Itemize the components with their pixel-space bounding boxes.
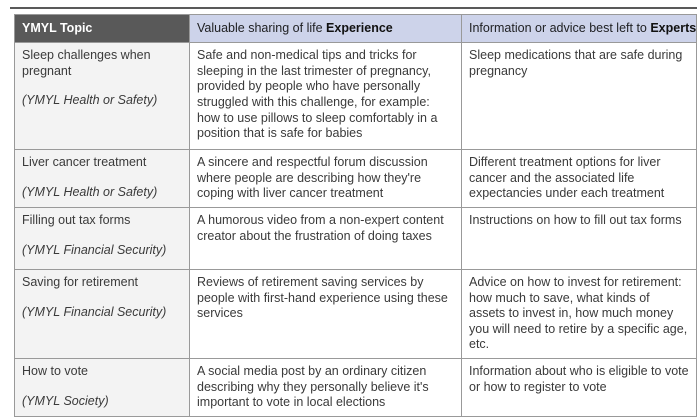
table-row: How to vote (YMYL Society) A social medi… <box>15 358 696 416</box>
header-experience-prefix: Valuable sharing of life <box>197 21 327 35</box>
header-experts-bold: Experts <box>650 21 697 35</box>
header-cell-experts: Information or advice best left to Exper… <box>462 15 696 42</box>
experts-cell: Different treatment options for liver ca… <box>462 149 696 207</box>
topic-text: Sleep challenges when pregnant <box>22 48 151 78</box>
experts-cell: Information about who is eligible to vot… <box>462 358 696 416</box>
table-row: Saving for retirement (YMYL Financial Se… <box>15 268 696 358</box>
experience-cell: A sincere and respectful forum discussio… <box>190 149 462 207</box>
experience-cell: Reviews of retirement saving services by… <box>190 268 462 358</box>
table-row: Liver cancer treatment (YMYL Health or S… <box>15 149 696 207</box>
topic-text: Filling out tax forms <box>22 212 131 227</box>
header-cell-ymyl-topic: YMYL Topic <box>15 15 190 42</box>
experts-cell: Instructions on how to fill out tax form… <box>462 206 696 269</box>
topic-cell: How to vote (YMYL Society) <box>15 358 190 416</box>
ymyl-category-label: (YMYL Society) <box>22 393 109 408</box>
topic-cell: Sleep challenges when pregnant (YMYL Hea… <box>15 42 190 149</box>
experience-cell: A social media post by an ordinary citiz… <box>190 358 462 416</box>
ymyl-category-label: (YMYL Financial Security) <box>22 304 167 319</box>
topic-cell: Liver cancer treatment (YMYL Health or S… <box>15 149 190 207</box>
topic-text: How to vote <box>22 364 89 378</box>
header-experts-prefix: Information or advice best left to <box>469 21 651 35</box>
cutoff-table-border <box>10 7 697 9</box>
ymyl-category-label: (YMYL Health or Safety) <box>22 184 158 199</box>
experts-cell: Sleep medications that are safe during p… <box>462 42 696 149</box>
experts-cell: Advice on how to invest for retirement: … <box>462 268 696 358</box>
topic-cell: Filling out tax forms (YMYL Financial Se… <box>15 206 190 269</box>
ymyl-topic-table: YMYL Topic Valuable sharing of life Expe… <box>14 14 697 417</box>
experience-cell: Safe and non-medical tips and tricks for… <box>190 42 462 149</box>
ymyl-category-label: (YMYL Financial Security) <box>22 242 167 257</box>
table-row: Sleep challenges when pregnant (YMYL Hea… <box>15 42 696 149</box>
topic-text: Saving for retirement <box>22 274 139 289</box>
topic-text: Liver cancer treatment <box>22 155 147 169</box>
header-cell-experience: Valuable sharing of life Experience <box>190 15 462 42</box>
table-row: Filling out tax forms (YMYL Financial Se… <box>15 206 696 269</box>
experience-cell: A humorous video from a non-expert conte… <box>190 206 462 269</box>
table-header-row: YMYL Topic Valuable sharing of life Expe… <box>15 15 696 42</box>
topic-cell: Saving for retirement (YMYL Financial Se… <box>15 268 190 358</box>
header-experience-bold: Experience <box>326 21 393 35</box>
ymyl-category-label: (YMYL Health or Safety) <box>22 93 158 108</box>
